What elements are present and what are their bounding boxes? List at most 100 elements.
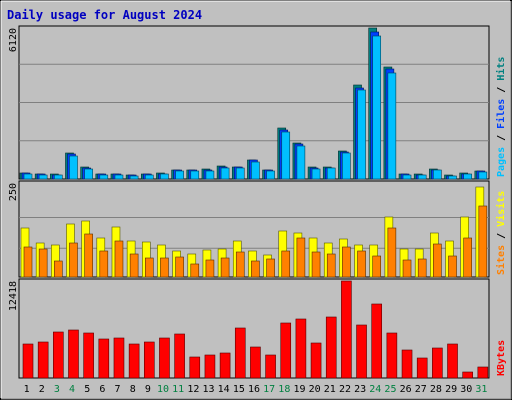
bar-sites-day-13: [205, 259, 215, 278]
bar-pages-day-16: [251, 161, 260, 180]
day-label-3: 3: [54, 384, 60, 395]
bar-kbytes-day-16: [250, 346, 261, 379]
bar-sites-day-21: [326, 253, 336, 278]
bar-sites-day-4: [69, 242, 78, 278]
bar-sites-day-30: [463, 237, 472, 278]
panel-middle-max-label: 250: [8, 183, 19, 201]
day-label-14: 14: [218, 384, 230, 395]
day-label-12: 12: [187, 384, 199, 395]
panel-top-series-label-part: Hits: [495, 57, 507, 81]
panel-bottom: 12418 KBytes: [8, 278, 507, 379]
panel-bottom-series-label: KBytes: [496, 340, 507, 376]
bar-sites-day-19: [296, 237, 306, 278]
bar-sites-day-7: [114, 240, 124, 278]
bar-kbytes-day-2: [37, 341, 49, 379]
chart-title: Daily usage for August 2024: [7, 8, 202, 22]
day-label-30: 30: [460, 384, 472, 395]
bar-pages-day-8: [129, 175, 139, 180]
bar-pages-day-17: [266, 170, 275, 180]
panel-top: 6120 Pages / Files / Hits: [8, 25, 507, 180]
bar-kbytes-day-27: [416, 357, 428, 379]
day-label-2: 2: [39, 384, 45, 395]
bar-pages-day-15: [235, 167, 245, 180]
day-label-23: 23: [354, 384, 366, 395]
bar-sites-day-14: [220, 257, 230, 278]
bar-sites-day-17: [266, 258, 275, 278]
bar-sites-day-18: [281, 250, 291, 278]
day-label-7: 7: [115, 384, 121, 395]
bar-pages-day-7: [114, 174, 124, 180]
bar-pages-day-6: [99, 174, 109, 180]
bar-sites-day-12: [190, 263, 200, 278]
bar-pages-day-5: [84, 168, 93, 180]
bar-pages-day-14: [220, 167, 230, 180]
bar-sites-day-27: [417, 258, 427, 278]
bar-sites-day-16: [251, 260, 260, 278]
bar-pages-day-25: [387, 72, 397, 180]
day-label-16: 16: [248, 384, 260, 395]
day-label-15: 15: [233, 384, 245, 395]
bar-sites-day-9: [144, 257, 154, 278]
series-pages: [23, 35, 488, 180]
bar-pages-day-21: [326, 167, 336, 180]
panel-middle-series-label-part: Sites: [495, 245, 507, 275]
bar-kbytes-day-30: [462, 371, 473, 379]
day-label-20: 20: [309, 384, 321, 395]
day-label-9: 9: [145, 384, 151, 395]
day-label-18: 18: [278, 384, 290, 395]
bar-kbytes-day-10: [159, 337, 170, 379]
bar-sites-day-31: [478, 205, 488, 278]
day-label-27: 27: [415, 384, 427, 395]
bar-pages-day-31: [478, 171, 488, 180]
x-axis-day-labels: 1 2 3 4 5 6 7 8 9 10 11 12 13 14 15 16 17 18 19 20 21 22 23 24 2…: [24, 384, 488, 395]
bar-pages-day-24: [372, 35, 382, 180]
bar-kbytes-day-29: [447, 343, 458, 379]
bar-kbytes-day-25: [386, 332, 398, 379]
bar-pages-day-23: [357, 89, 366, 180]
day-label-22: 22: [339, 384, 351, 395]
day-label-10: 10: [157, 384, 169, 395]
bar-pages-day-30: [463, 173, 472, 180]
bar-kbytes-day-24: [371, 303, 383, 379]
day-label-13: 13: [202, 384, 214, 395]
bar-kbytes-day-23: [356, 324, 367, 379]
panel-top-series-label-part: Pages: [496, 147, 507, 177]
day-label-11: 11: [172, 384, 184, 395]
bar-kbytes-day-3: [53, 331, 64, 379]
panel-top-series-label: Pages / Files / Hits: [495, 57, 507, 177]
bar-pages-day-11: [175, 170, 184, 180]
panel-top-max-label: 6120: [8, 28, 19, 52]
bar-sites-day-6: [99, 250, 109, 278]
day-label-29: 29: [445, 384, 457, 395]
bar-kbytes-day-20: [310, 342, 322, 379]
bar-sites-day-26: [402, 259, 412, 278]
bar-kbytes-day-17: [265, 354, 276, 379]
bar-kbytes-day-26: [401, 349, 413, 379]
bar-pages-day-22: [342, 152, 351, 180]
day-label-26: 26: [400, 384, 412, 395]
bar-pages-day-4: [69, 155, 78, 180]
bar-pages-day-27: [417, 174, 427, 180]
panel-middle-series-label: Sites / Visits: [495, 191, 507, 275]
day-label-1: 1: [24, 384, 30, 395]
day-label-31: 31: [475, 384, 487, 395]
bar-kbytes-day-12: [189, 356, 201, 379]
bar-sites-day-20: [311, 251, 321, 278]
bar-pages-day-10: [160, 173, 169, 180]
bar-kbytes-day-1: [22, 343, 34, 379]
bar-pages-day-9: [144, 174, 154, 180]
bar-pages-day-20: [311, 168, 321, 180]
bar-kbytes-day-28: [432, 347, 443, 379]
panel-middle-series-label-part: Visits: [495, 191, 507, 227]
bar-sites-day-3: [54, 260, 63, 278]
bar-sites-day-10: [160, 257, 169, 278]
panel-top-series-label-part: /: [496, 81, 507, 99]
panel-top-series-label-part: Files: [495, 99, 507, 129]
bar-kbytes-day-14: [219, 352, 231, 379]
bar-kbytes-day-5: [83, 332, 94, 379]
bar-sites-day-15: [235, 251, 245, 278]
bar-kbytes-day-22: [341, 280, 352, 379]
panel-middle: 250 Sites / Visits: [8, 180, 507, 278]
day-label-17: 17: [263, 384, 275, 395]
bar-pages-day-1: [23, 173, 33, 180]
